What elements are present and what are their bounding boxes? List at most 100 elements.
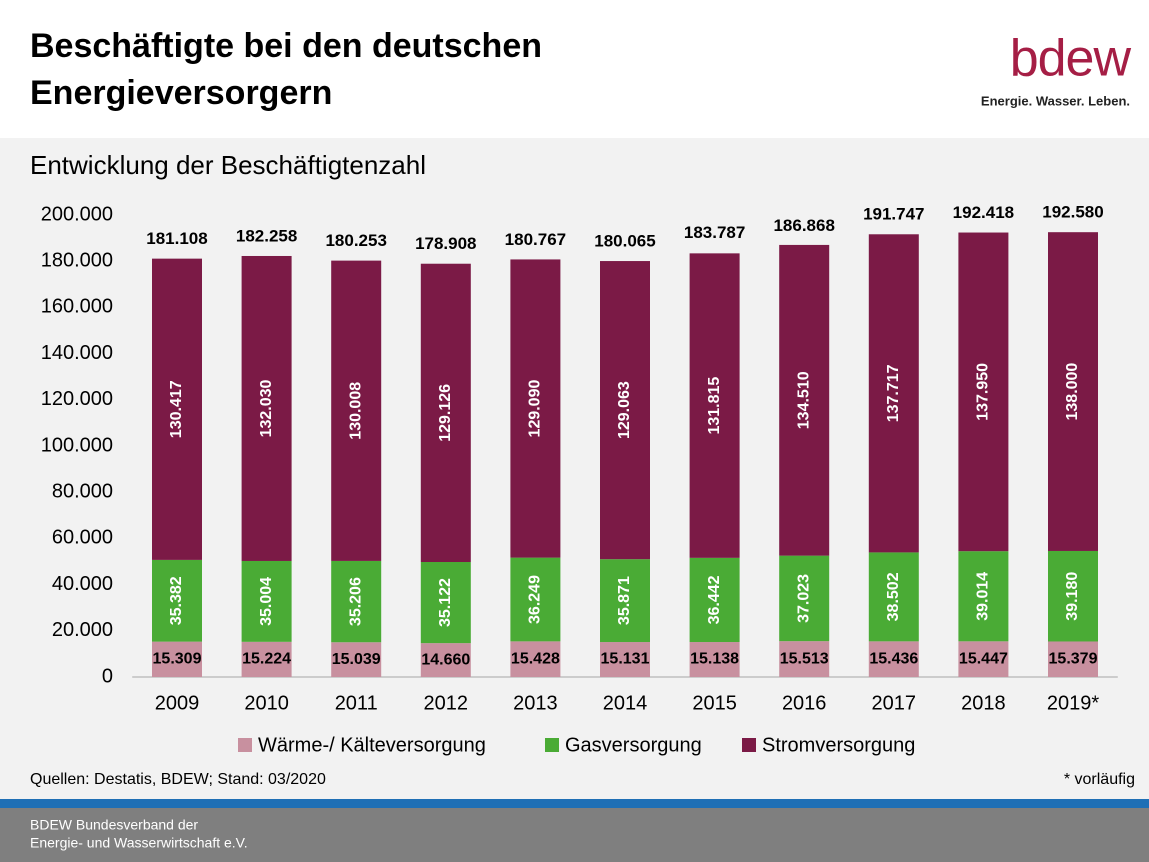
y-tick-label: 200.000 [41, 203, 113, 225]
footer-text: Energie- und Wasserwirtschaft e.V. [30, 835, 248, 851]
bar-segment [510, 641, 561, 677]
footer-text: BDEW Bundesverband der [30, 817, 198, 833]
x-tick-label: 2010 [244, 692, 289, 714]
y-tick-label: 160.000 [41, 296, 113, 318]
y-tick-label: 180.000 [41, 249, 113, 271]
y-tick-label: 140.000 [41, 342, 113, 364]
bar-segment [958, 232, 1009, 552]
value-label: 137.717 [885, 364, 902, 422]
bar-segment [331, 260, 382, 561]
total-label: 180.253 [325, 231, 386, 250]
value-label: 39.014 [975, 572, 992, 621]
bar-segment [1048, 550, 1098, 642]
total-label: 186.868 [773, 216, 834, 235]
y-tick-label: 80.000 [52, 480, 113, 502]
value-label: 15.513 [780, 650, 829, 667]
value-label: 132.030 [258, 379, 275, 437]
bar-segment [779, 244, 830, 556]
y-tick-label: 0 [102, 665, 113, 687]
value-label: 15.447 [959, 650, 1008, 667]
value-label: 137.950 [975, 363, 992, 421]
bar-segment [510, 557, 561, 642]
value-label: 138.000 [1064, 363, 1081, 421]
bar-segment [868, 234, 919, 553]
total-label: 181.108 [146, 229, 207, 248]
bar-segment [241, 560, 292, 642]
total-label: 192.580 [1042, 203, 1103, 222]
header-bg [0, 0, 1149, 138]
bar-segment [510, 259, 561, 558]
legend-label: Stromversorgung [762, 734, 915, 756]
bar-segment [420, 562, 471, 644]
logo: bdew [1010, 30, 1132, 88]
value-label: 35.382 [168, 576, 185, 625]
bar-segment [152, 559, 202, 642]
value-label: 35.004 [258, 577, 275, 626]
value-label: 15.224 [242, 651, 291, 668]
x-tick-label: 2014 [603, 692, 648, 714]
value-label: 35.206 [347, 577, 364, 626]
value-label: 131.815 [706, 377, 723, 435]
source: Quellen: Destatis, BDEW; Stand: 03/2020 [30, 771, 326, 788]
logo-tagline: Energie. Wasser. Leben. [981, 93, 1130, 108]
bar-segment [1048, 232, 1098, 551]
x-tick-label: 2015 [692, 692, 737, 714]
x-tick-label: 2018 [961, 692, 1006, 714]
bar-segment [689, 642, 740, 677]
value-label: 15.436 [869, 650, 918, 667]
divider [0, 799, 1149, 808]
value-label: 15.428 [511, 650, 560, 667]
bar-segment [689, 253, 740, 558]
y-tick-label: 120.000 [41, 388, 113, 410]
bar-segment [420, 263, 471, 563]
value-label: 129.063 [616, 381, 633, 439]
legend-swatch [545, 738, 559, 752]
bar-segment [241, 255, 292, 561]
bar-segment [331, 642, 382, 677]
y-tick-label: 40.000 [52, 573, 113, 595]
title: Beschäftigte bei den deutschen [30, 27, 542, 65]
x-tick-label: 2016 [782, 692, 827, 714]
value-label: 14.660 [421, 651, 470, 668]
value-label: 15.138 [690, 651, 739, 668]
total-label: 192.418 [953, 203, 1014, 222]
value-label: 37.023 [795, 574, 812, 623]
legend-swatch [238, 738, 252, 752]
total-label: 191.747 [863, 205, 924, 224]
value-label: 36.442 [706, 575, 723, 624]
value-label: 15.379 [1049, 650, 1098, 667]
bar-segment [600, 261, 650, 560]
bar-segment [958, 641, 1009, 677]
bar-segment [779, 555, 830, 642]
subtitle: Entwicklung der Beschäftigtenzahl [30, 150, 426, 180]
value-label: 35.871 [616, 576, 633, 625]
x-tick-label: 2011 [335, 692, 378, 714]
value-label: 130.417 [168, 380, 185, 438]
bar-segment [152, 641, 202, 677]
bar-segment [241, 641, 292, 677]
bar-segment [868, 552, 919, 642]
legend-swatch [742, 738, 756, 752]
total-label: 178.908 [415, 234, 476, 253]
value-label: 36.249 [527, 575, 544, 624]
bar-segment [331, 560, 382, 643]
value-label: 129.090 [527, 380, 544, 438]
y-tick-label: 60.000 [52, 527, 113, 549]
bar-segment [958, 551, 1009, 642]
value-label: 134.510 [795, 371, 812, 429]
bar-segment [420, 643, 471, 677]
bar-segment [152, 258, 202, 560]
bar-segment [600, 642, 650, 677]
note: * vorläufig [1064, 771, 1135, 788]
footer-bg [0, 808, 1149, 862]
value-label: 15.309 [153, 651, 202, 668]
value-label: 129.126 [437, 384, 454, 442]
x-tick-label: 2009 [155, 692, 200, 714]
x-tick-label: 2017 [872, 692, 917, 714]
value-label: 130.008 [347, 382, 364, 440]
value-label: 39.180 [1064, 572, 1081, 621]
total-label: 180.767 [505, 230, 566, 249]
total-label: 180.065 [594, 232, 655, 251]
bar-segment [600, 559, 650, 643]
